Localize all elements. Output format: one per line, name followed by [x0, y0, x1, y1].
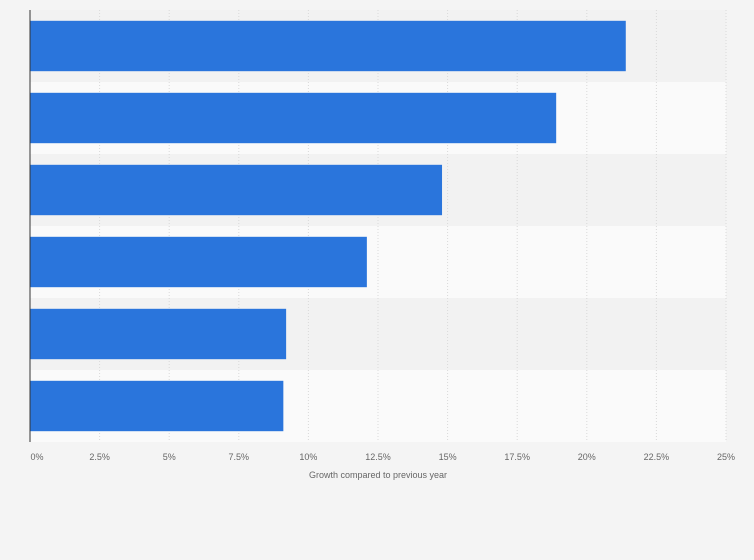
bars — [30, 20, 626, 432]
x-tick-label: 5% — [163, 452, 176, 462]
x-tick-label: 25% — [717, 452, 735, 462]
x-axis-title: Growth compared to previous year — [309, 470, 447, 480]
bar — [30, 20, 626, 72]
x-tick-label: 0% — [30, 452, 43, 462]
bar — [30, 164, 443, 216]
bar — [30, 92, 557, 144]
x-tick-label: 20% — [578, 452, 596, 462]
gridlines — [99, 10, 727, 442]
x-tick-label: 22.5% — [644, 452, 670, 462]
x-tick-label: 2.5% — [89, 452, 110, 462]
x-tick-label: 10% — [299, 452, 317, 462]
bar — [30, 308, 287, 360]
x-tick-label: 15% — [439, 452, 457, 462]
bar — [30, 236, 367, 288]
bar — [30, 380, 284, 432]
x-tick-label: 17.5% — [504, 452, 530, 462]
x-tick-labels: 0% 2.5% 5% 7.5% 10% 12.5% 15% 17.5% 20% 22.5% 25% — [30, 452, 735, 462]
x-tick-label: 7.5% — [229, 452, 250, 462]
x-tick-label: 12.5% — [365, 452, 391, 462]
